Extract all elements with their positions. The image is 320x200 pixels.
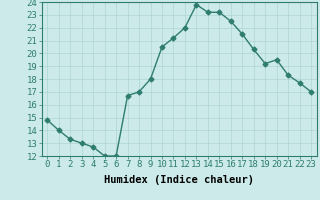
X-axis label: Humidex (Indice chaleur): Humidex (Indice chaleur) <box>104 175 254 185</box>
